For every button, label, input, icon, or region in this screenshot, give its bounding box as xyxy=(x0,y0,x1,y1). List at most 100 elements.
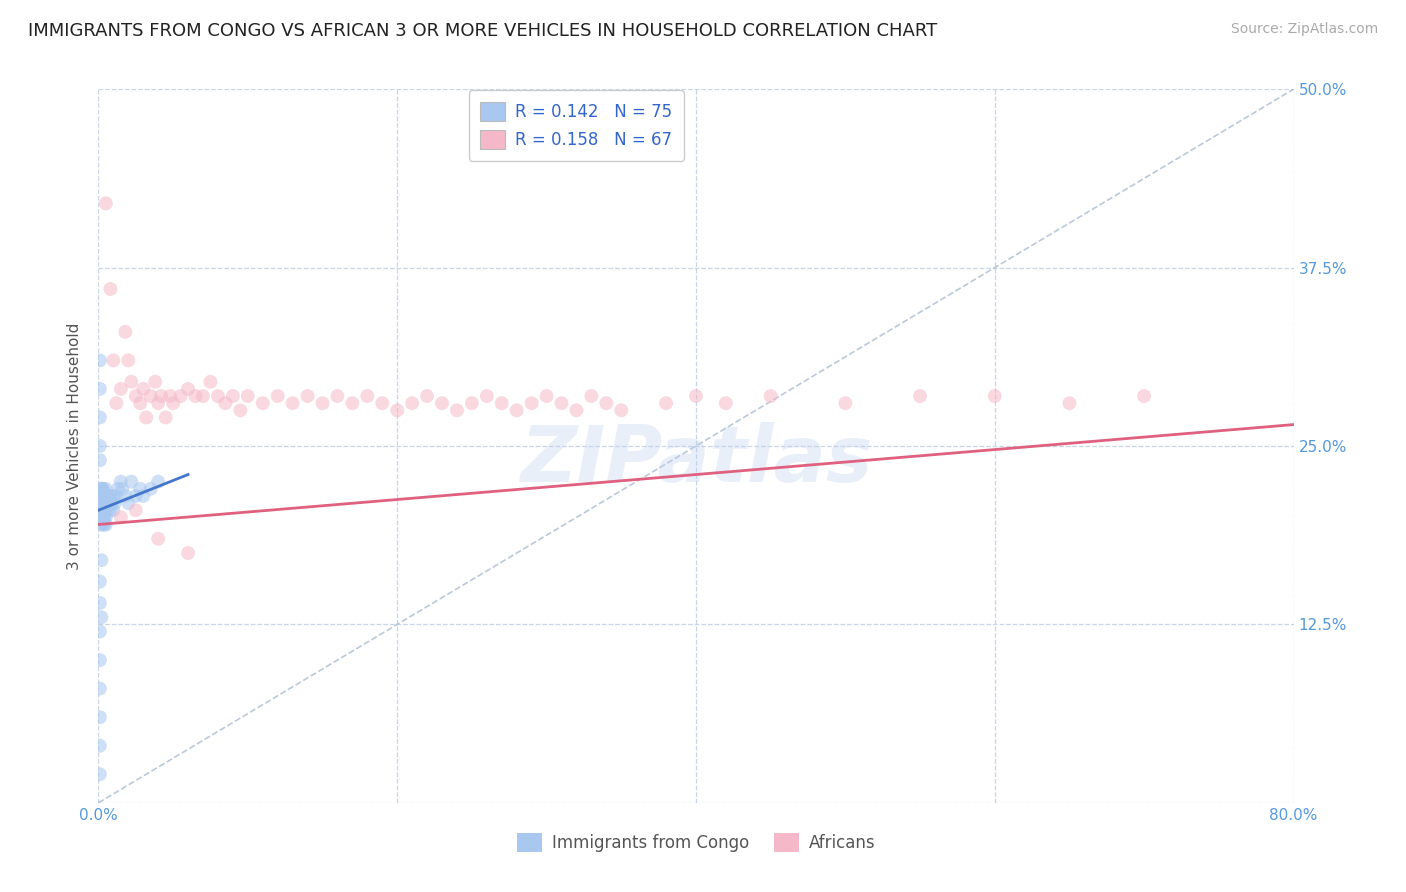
Point xyxy=(98,503,122,517)
Point xyxy=(89,681,111,696)
Point xyxy=(506,403,529,417)
Point xyxy=(98,489,122,503)
Point xyxy=(89,453,111,467)
Point xyxy=(91,489,114,503)
Point xyxy=(94,482,117,496)
Point xyxy=(91,503,114,517)
Point xyxy=(105,489,128,503)
Point xyxy=(475,389,498,403)
Point xyxy=(236,389,259,403)
Point xyxy=(97,496,120,510)
Point xyxy=(135,410,157,425)
Point xyxy=(267,389,290,403)
Text: Source: ZipAtlas.com: Source: ZipAtlas.com xyxy=(1230,22,1378,37)
Point xyxy=(200,375,222,389)
Point xyxy=(89,382,111,396)
Point xyxy=(446,403,468,417)
Point xyxy=(214,396,236,410)
Point xyxy=(610,403,633,417)
Point xyxy=(90,496,112,510)
Point xyxy=(94,489,117,503)
Point xyxy=(491,396,513,410)
Point xyxy=(1059,396,1081,410)
Point xyxy=(461,396,484,410)
Point xyxy=(91,489,114,503)
Point xyxy=(94,496,117,510)
Point xyxy=(120,475,142,489)
Point xyxy=(114,489,136,503)
Point xyxy=(89,596,111,610)
Point xyxy=(155,410,177,425)
Point xyxy=(371,396,394,410)
Point xyxy=(416,389,439,403)
Point xyxy=(91,510,114,524)
Point xyxy=(169,389,191,403)
Point xyxy=(207,389,229,403)
Point xyxy=(89,496,111,510)
Point xyxy=(90,510,112,524)
Point xyxy=(111,482,134,496)
Text: ZIPatlas: ZIPatlas xyxy=(520,422,872,499)
Point xyxy=(148,532,170,546)
Point xyxy=(90,496,112,510)
Point xyxy=(125,489,148,503)
Point xyxy=(93,503,115,517)
Point xyxy=(326,389,349,403)
Point xyxy=(89,482,111,496)
Point xyxy=(89,489,111,503)
Point xyxy=(90,489,112,503)
Point xyxy=(90,489,112,503)
Point xyxy=(714,396,737,410)
Point xyxy=(94,196,117,211)
Point xyxy=(191,389,214,403)
Point xyxy=(93,489,115,503)
Point xyxy=(90,503,112,517)
Point xyxy=(159,389,181,403)
Point xyxy=(107,482,129,496)
Point xyxy=(93,517,115,532)
Y-axis label: 3 or more Vehicles in Household: 3 or more Vehicles in Household xyxy=(67,322,83,570)
Point xyxy=(103,489,125,503)
Point xyxy=(550,396,572,410)
Point xyxy=(655,396,678,410)
Point xyxy=(97,489,120,503)
Point xyxy=(132,382,155,396)
Point xyxy=(91,482,114,496)
Point xyxy=(356,389,378,403)
Point xyxy=(104,496,127,510)
Point xyxy=(834,396,856,410)
Point xyxy=(139,389,162,403)
Point xyxy=(114,325,136,339)
Point xyxy=(984,389,1007,403)
Point xyxy=(1133,389,1156,403)
Point xyxy=(91,496,114,510)
Point xyxy=(96,496,118,510)
Point xyxy=(101,496,124,510)
Point xyxy=(90,610,112,624)
Point xyxy=(595,396,617,410)
Point xyxy=(297,389,319,403)
Point xyxy=(110,510,132,524)
Point xyxy=(184,389,207,403)
Point xyxy=(177,382,200,396)
Point xyxy=(908,389,931,403)
Point xyxy=(110,382,132,396)
Point xyxy=(150,389,173,403)
Point xyxy=(98,282,122,296)
Point xyxy=(177,546,200,560)
Point xyxy=(90,482,112,496)
Point xyxy=(89,710,111,724)
Point xyxy=(89,439,111,453)
Legend: Immigrants from Congo, Africans: Immigrants from Congo, Africans xyxy=(510,826,882,859)
Point xyxy=(110,475,132,489)
Point xyxy=(148,396,170,410)
Point xyxy=(120,375,142,389)
Point xyxy=(229,403,252,417)
Point xyxy=(685,389,707,403)
Point xyxy=(93,496,115,510)
Point xyxy=(125,503,148,517)
Point xyxy=(94,510,117,524)
Point xyxy=(94,517,117,532)
Point xyxy=(93,489,115,503)
Point xyxy=(90,510,112,524)
